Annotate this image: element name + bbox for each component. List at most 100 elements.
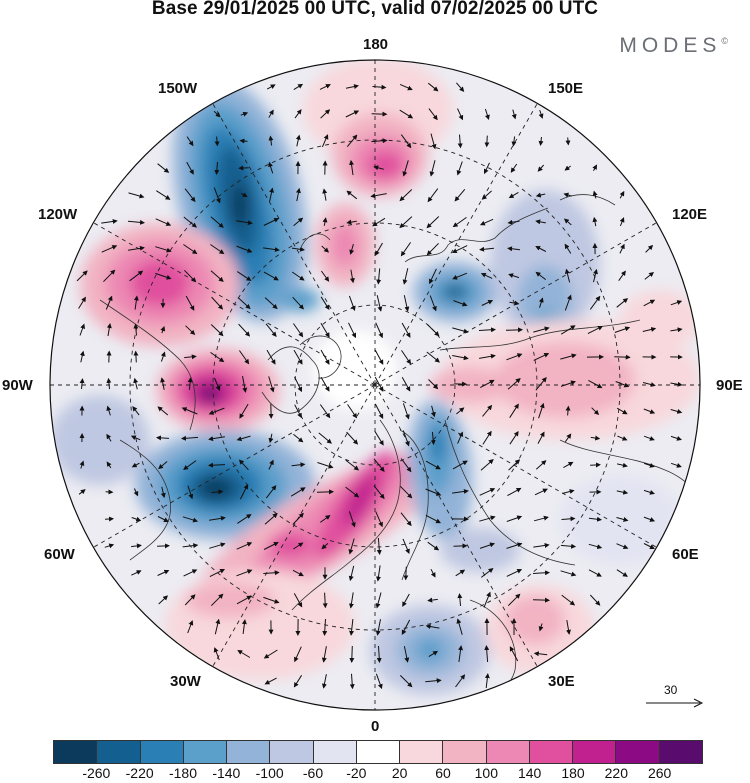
wind-vector [322, 618, 328, 636]
wind-vector [132, 406, 140, 416]
wind-vector [133, 350, 139, 363]
wind-vector [402, 593, 410, 607]
wind-vector [236, 595, 252, 605]
wind-vector [429, 268, 437, 285]
wind-vector [240, 192, 248, 198]
wind-vector [454, 188, 466, 202]
wind-vector [399, 109, 414, 119]
wind-vector [78, 296, 86, 309]
wind-vector [184, 354, 197, 360]
wind-vector [427, 188, 439, 203]
wind-vector [184, 188, 196, 203]
wind-vector [480, 459, 494, 471]
wind-vector [399, 216, 413, 229]
wind-vector [157, 516, 169, 522]
wind-vector [560, 543, 577, 549]
wind-vector [616, 543, 629, 550]
colorbar-tick-label: 260 [647, 765, 672, 781]
wind-vector [619, 243, 625, 254]
colorbar-tick-label: 100 [474, 765, 499, 781]
wind-vector [131, 516, 142, 522]
colorbar-tick-label: -60 [302, 765, 324, 781]
wind-vector [560, 570, 577, 577]
wind-vector [564, 294, 572, 311]
wind-vector [295, 134, 301, 147]
wind-vector [184, 594, 196, 606]
wind-vector [345, 459, 360, 471]
wind-vector [402, 430, 410, 447]
wind-vector [348, 295, 356, 312]
wind-vector [588, 516, 602, 522]
wind-vector [670, 435, 682, 441]
wind-vector [510, 163, 518, 173]
wind-vector [564, 243, 572, 254]
label-150e: 150E [548, 80, 584, 97]
wind-vector [563, 218, 572, 226]
wind-vector [643, 543, 655, 549]
wind-vector [185, 325, 196, 335]
wind-vector [239, 484, 249, 500]
wind-vector [456, 82, 465, 92]
wind-vector [103, 269, 116, 283]
colorbar-swatch [356, 741, 401, 763]
wind-vector [616, 569, 628, 577]
wind-vector [263, 596, 280, 604]
wind-vector [265, 323, 277, 337]
wind-vector [458, 645, 464, 662]
wind-vector [374, 376, 384, 392]
wind-vector [106, 377, 112, 390]
wind-vector [157, 543, 170, 549]
wind-vector [322, 592, 328, 609]
wind-vector [453, 300, 468, 307]
wind-vector [538, 623, 544, 632]
wind-vector [532, 597, 550, 603]
wind-vector [484, 673, 490, 688]
wind-vector [560, 325, 576, 335]
wind-vector [400, 458, 412, 473]
wind-vector [480, 273, 493, 279]
wind-vector [588, 543, 603, 550]
wind-vector [183, 216, 197, 228]
wind-vector [374, 349, 384, 365]
wind-vector [372, 84, 387, 90]
wind-vector [400, 134, 412, 149]
wind-vector [213, 647, 220, 661]
wind-vector [291, 462, 306, 468]
wind-vector [563, 461, 574, 469]
wind-vector [425, 514, 441, 524]
wind-vector [400, 512, 412, 527]
wind-vector [293, 542, 304, 550]
wind-vector [106, 461, 112, 469]
wind-vector [293, 433, 304, 443]
wind-vector [155, 272, 172, 280]
wind-vector [452, 272, 468, 280]
label-120w: 120W [38, 206, 78, 223]
colorbar-ticks: -260 -220 -180 -140 -100 -60 -20 20 60 100 140 180 2… [0, 765, 750, 783]
wind-vector [264, 297, 278, 310]
wind-vector [211, 489, 224, 495]
wind-vector [79, 378, 85, 389]
wind-vector [535, 460, 547, 470]
wind-vector [346, 190, 358, 200]
colorbar [53, 740, 703, 764]
colorbar-swatch [313, 741, 357, 763]
wind-vector [642, 382, 656, 387]
wind-vector [643, 435, 655, 441]
wind-vector [457, 593, 463, 606]
wind-vector [616, 462, 628, 468]
label-60w: 60W [44, 546, 75, 563]
wind-vector [426, 216, 440, 229]
wind-vector [670, 409, 683, 414]
wind-vector [238, 323, 251, 337]
wind-vector [263, 247, 280, 253]
wind-vector [425, 624, 440, 630]
map-boundary [49, 59, 701, 711]
wind-vector [593, 268, 598, 283]
wind-vector [618, 270, 626, 281]
wind-vector [348, 511, 356, 528]
wind-vector [185, 295, 195, 311]
wind-vector [187, 377, 193, 390]
wind-vector [292, 323, 304, 338]
wind-vector [236, 542, 253, 550]
wind-vector [211, 296, 224, 310]
